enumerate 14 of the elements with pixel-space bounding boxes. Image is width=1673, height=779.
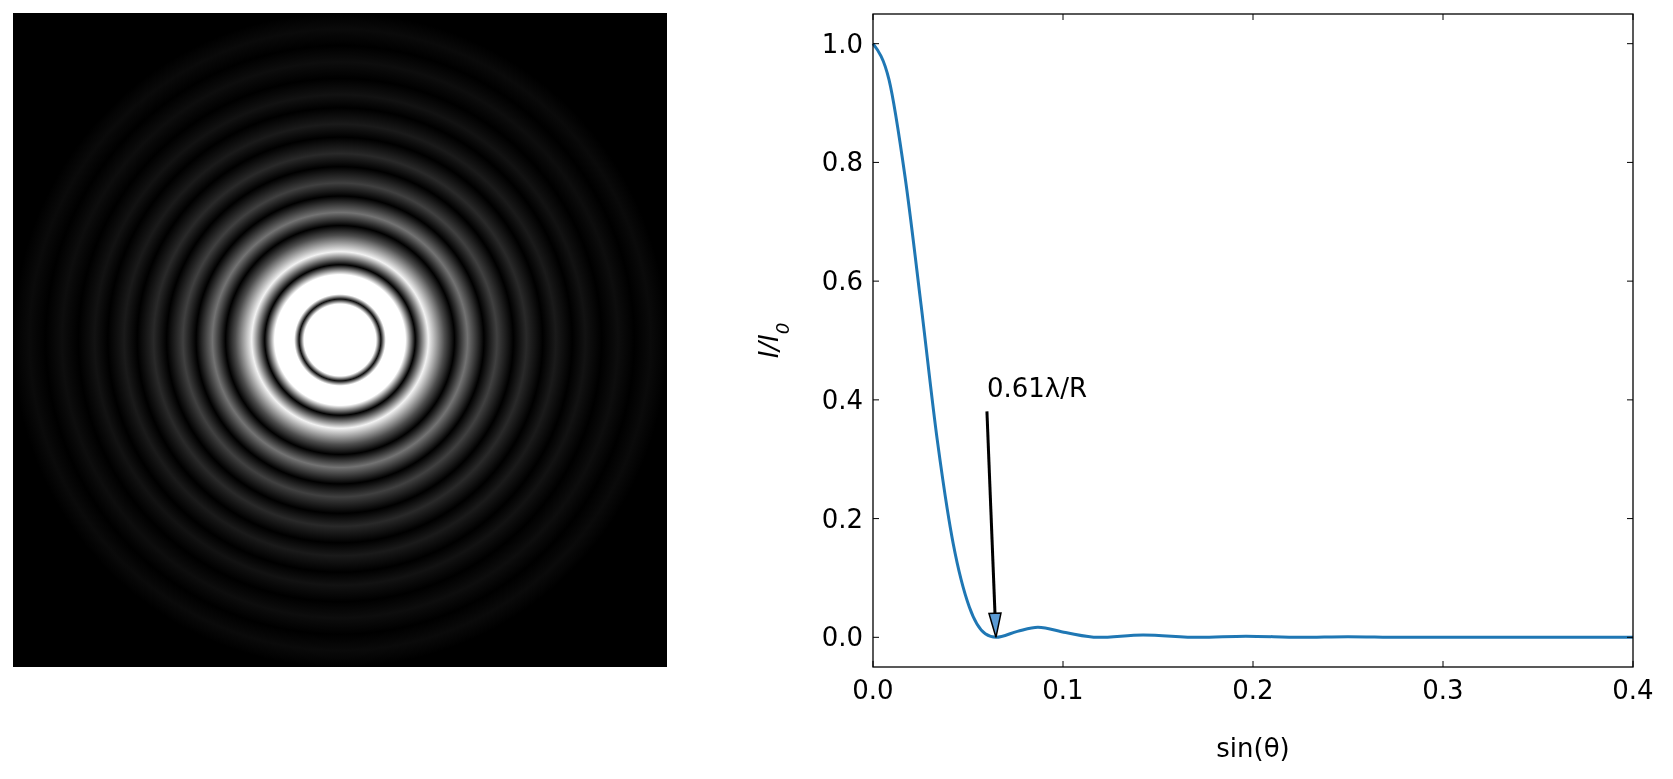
x-tick-label: 0.0 [852, 675, 894, 705]
line-series [871, 42, 1635, 639]
y-tick-label: 0.8 [821, 147, 863, 178]
annotation: 0.61λ/R [986, 373, 1088, 404]
x-tick-label: 0.1 [1042, 675, 1084, 705]
x-axis-title: sin(θ) [1216, 733, 1290, 763]
y-tick-label: 1.0 [821, 28, 863, 59]
y-tick-label: 0.6 [821, 266, 863, 297]
y-tick-label: 0.4 [821, 384, 863, 415]
y-tick-label: 0.0 [821, 622, 863, 653]
y-tick-label: 0.2 [821, 503, 863, 534]
x-tick-label: 0.3 [1422, 675, 1464, 705]
x-tick-label: 0.4 [1612, 675, 1654, 705]
x-tick-label: 0.2 [1232, 675, 1274, 705]
